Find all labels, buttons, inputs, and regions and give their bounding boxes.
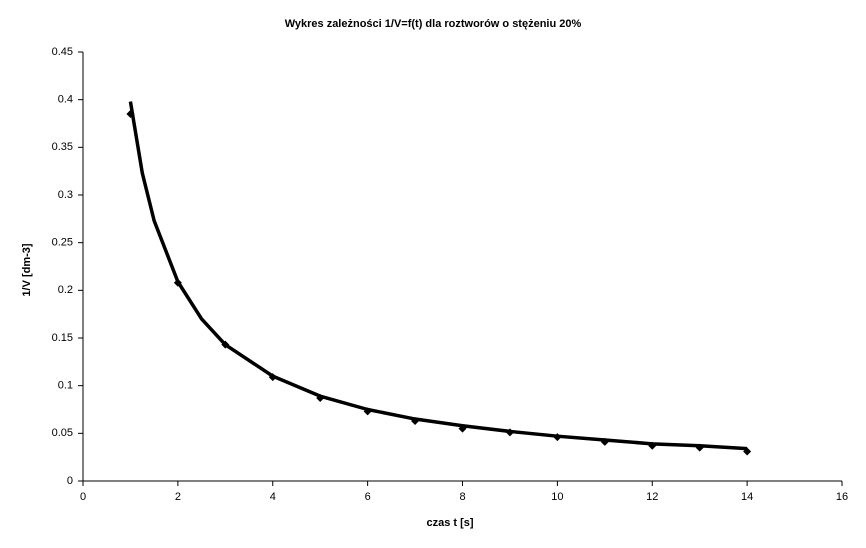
y-tick-label: 0.35	[52, 141, 73, 153]
x-tick-label: 4	[270, 491, 276, 503]
y-tick-label: 0.25	[52, 237, 73, 249]
x-tick-label: 16	[836, 491, 848, 503]
x-tick-label: 2	[175, 491, 181, 503]
y-tick-label: 0	[67, 475, 73, 487]
x-tick-label: 10	[551, 491, 563, 503]
x-tick-label: 0	[80, 491, 86, 503]
y-tick-label: 0.05	[52, 427, 73, 439]
x-tick-label: 8	[459, 491, 465, 503]
x-tick-label: 6	[365, 491, 371, 503]
y-axis-label: 1/V [dm-3]	[21, 243, 33, 297]
x-tick-label: 14	[741, 491, 753, 503]
chart-title: Wykres zależności 1/V=f(t) dla roztworów…	[285, 18, 582, 30]
y-tick-label: 0.3	[58, 189, 73, 201]
x-axis-label: czas t [s]	[426, 517, 473, 529]
trend-line	[128, 101, 748, 451]
y-tick-label: 0.15	[52, 332, 73, 344]
y-tick-label: 0.2	[58, 284, 73, 296]
y-tick-label: 0.1	[58, 380, 73, 392]
y-tick-label: 0.4	[58, 94, 73, 106]
x-tick-label: 12	[646, 491, 658, 503]
y-tick-label: 0.45	[52, 46, 73, 58]
